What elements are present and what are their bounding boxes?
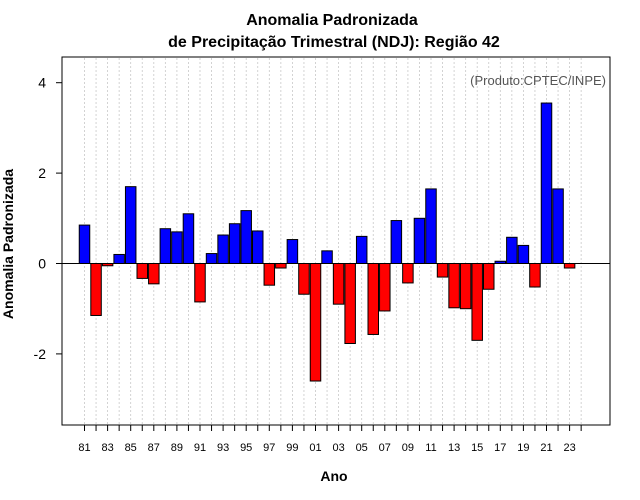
bar-98 [275,263,287,269]
y-axis-title: Anomalia Padronizada [0,169,16,319]
chart-title-line2: de Precipitação Trimestral (NDJ): Região… [168,34,500,51]
bar-04 [344,263,356,345]
x-tick-label: 01 [309,442,321,454]
plot-frame [61,56,611,426]
bar-99 [286,239,299,265]
bar-90 [182,213,195,264]
bar-83 [101,263,114,267]
x-tick-label: 03 [332,442,344,454]
bar-20 [529,263,541,288]
bar-06 [367,263,379,335]
bar-91 [194,263,206,303]
bar-95 [240,210,252,264]
x-tick-label: 93 [217,442,229,454]
x-tick-label: 05 [356,442,368,454]
bar-17 [494,260,507,264]
bar-81 [78,224,91,264]
y-tick-label: 2 [38,165,46,181]
bar-03 [332,263,345,305]
x-tick-label: 11 [425,442,436,454]
bar-13 [448,263,460,309]
y-axis: -2 0 2 4 [34,75,62,362]
bar-09 [402,263,414,284]
x-tick-label: 17 [494,442,506,454]
bar-01 [309,263,322,382]
bar-89 [171,231,183,264]
bar-87 [148,263,160,285]
bar-16 [483,263,495,290]
bar-97 [263,263,276,286]
bar-88 [159,228,172,264]
bar-21 [540,102,553,265]
x-tick-label: 99 [286,442,298,454]
x-tick-label: 97 [263,442,275,454]
x-tick-label: 95 [240,442,252,454]
bar-94 [228,223,241,264]
bar-10 [413,217,426,265]
x-tick-label: 83 [101,442,113,454]
bar-96 [252,230,264,264]
x-tick-label: 15 [471,442,483,454]
bar-19 [517,244,530,264]
bar-08 [390,220,403,264]
bar-92 [205,253,218,264]
y-tick-label: 4 [38,75,46,91]
bar-00 [298,263,310,295]
bar-18 [506,236,518,264]
bar-15 [471,263,483,341]
bar-05 [355,235,368,265]
bar-84 [113,253,125,265]
x-tick-label: 07 [379,442,391,454]
bar-02 [321,250,333,264]
bar-14 [459,263,472,310]
bars [78,102,576,382]
x-tick-label: 13 [448,442,460,454]
bar-85 [124,186,137,264]
bar-86 [136,263,148,279]
bar-22 [552,188,564,264]
x-axis-title: Ano [320,468,347,484]
x-tick-label: 09 [402,442,414,454]
bar-07 [379,263,391,312]
x-tick-label: 19 [517,442,529,454]
x-tick-label: 85 [125,442,137,454]
bar-12 [436,263,449,278]
y-tick-label: 0 [38,256,46,272]
x-axis: 81 83 85 87 89 91 93 95 97 99 01 03 05 07 09 11 13 15 17 19… [78,425,582,454]
x-tick-label: 81 [78,442,90,454]
x-tick-label: 89 [171,442,183,454]
x-tick-label: 23 [563,442,575,454]
bar-23 [563,263,576,269]
credit-label: (Produto:CPTEC/INPE) [470,73,606,88]
bar-82 [90,263,102,316]
bar-11 [425,188,437,264]
x-tick-label: 91 [194,442,206,454]
x-tick-label: 21 [540,442,552,454]
x-tick-label: 87 [148,442,160,454]
chart-title-line1: Anomalia Padronizada [246,12,418,29]
bar-93 [217,234,229,265]
y-tick-label: -2 [34,346,47,362]
